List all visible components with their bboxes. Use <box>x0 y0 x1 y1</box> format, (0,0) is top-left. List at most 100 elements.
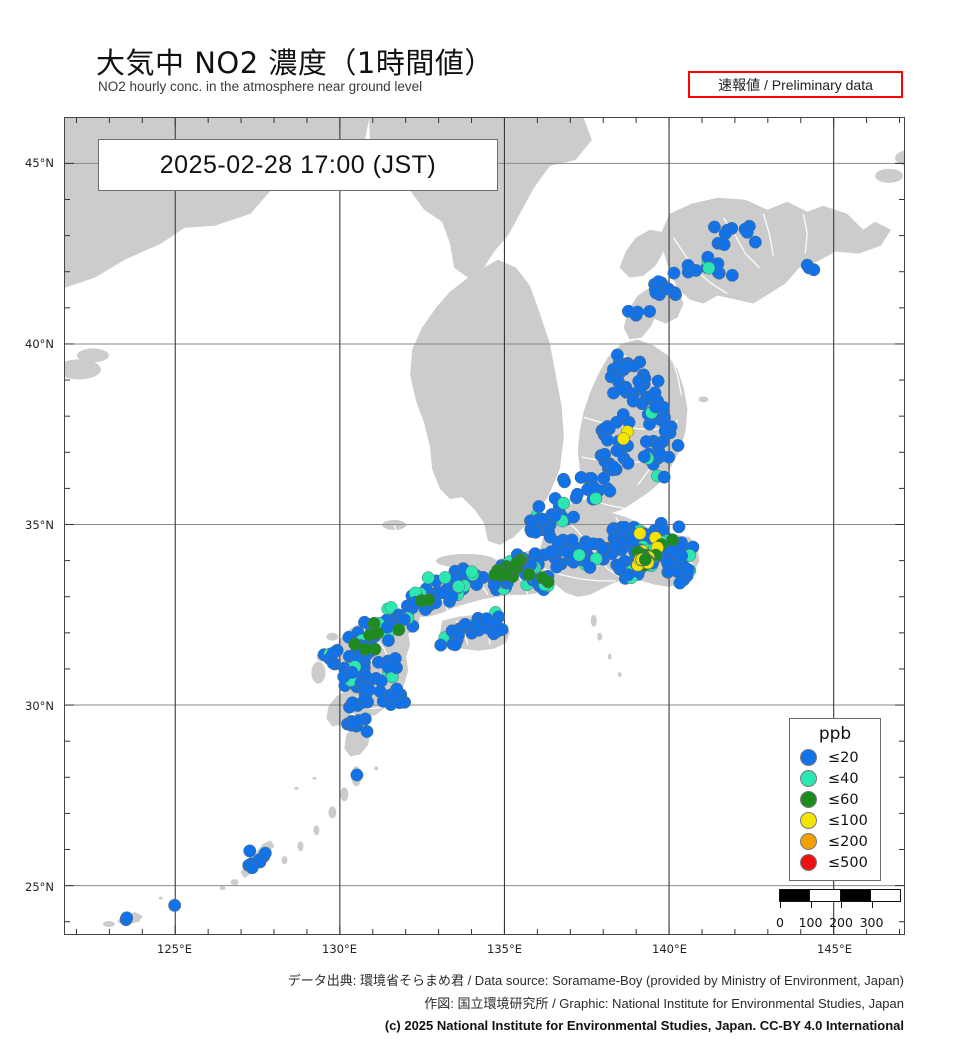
latitude-tick-label: 35°N <box>25 517 54 532</box>
legend-item: ≤500 <box>790 852 880 873</box>
station-point <box>653 447 667 461</box>
legend-item-label: ≤100 <box>828 812 868 829</box>
station-point <box>718 227 732 241</box>
station-point <box>596 541 609 555</box>
scale-bar-tick-label: 300 <box>859 915 884 930</box>
footer-copyright: (c) 2025 National Institute for Environm… <box>384 1018 904 1033</box>
station-point <box>350 768 364 782</box>
station-point <box>557 496 571 510</box>
station-point <box>632 374 646 388</box>
station-point <box>651 275 665 289</box>
legend-item: ≤20 <box>790 747 880 768</box>
timestamp-text: 2025-02-28 17:00 (JST) <box>159 150 437 179</box>
station-point <box>422 593 436 607</box>
footer-data-source: データ出典: 環境省そらまめ君 / Data source: Soramame-… <box>287 973 904 988</box>
station-point <box>671 439 685 452</box>
map-plot-area: 2025-02-28 17:00 (JST) ppb ≤20 ≤40 ≤60 ≤100… <box>64 117 905 935</box>
station-point <box>358 642 372 656</box>
station-point <box>601 420 615 434</box>
station-point <box>621 456 635 470</box>
scale-bar-tick-label: 200 <box>829 915 853 930</box>
scale-bar-labels: 0100200300km <box>776 915 901 931</box>
station-point <box>120 911 134 925</box>
scale-bar-segments <box>779 889 901 902</box>
station-point <box>392 623 406 637</box>
legend-color-swatch <box>800 812 817 829</box>
station-point <box>374 674 388 688</box>
station-point <box>551 535 565 549</box>
station-point <box>725 268 739 282</box>
station-point <box>597 471 611 485</box>
scale-bar-tick <box>871 902 873 908</box>
longitude-tick-label: 145°E <box>817 942 852 956</box>
station-point <box>348 637 362 651</box>
legend-color-swatch <box>800 770 817 787</box>
station-point <box>616 432 630 446</box>
station-point <box>381 634 395 647</box>
station-point <box>701 250 715 264</box>
station-point <box>651 374 665 388</box>
station-point <box>681 563 695 577</box>
legend-item-label: ≤20 <box>828 749 859 766</box>
station-point <box>671 565 685 579</box>
scale-bar-tick <box>780 902 781 908</box>
legend-items: ≤20 ≤40 ≤60 ≤100 ≤200 ≤500 <box>790 747 880 873</box>
station-point <box>581 483 594 496</box>
station-point <box>643 304 657 318</box>
station-point <box>345 665 359 679</box>
station-point <box>603 484 617 498</box>
station-point <box>639 435 653 449</box>
status-badge-label: 速報値 / Preliminary data <box>718 76 873 93</box>
station-point <box>371 626 385 640</box>
station-point <box>618 520 632 534</box>
station-point <box>490 624 504 638</box>
scale-bar-segment <box>810 890 841 901</box>
scale-bar: 0100200300km <box>776 889 901 931</box>
station-point <box>572 548 586 562</box>
station-point <box>245 861 259 875</box>
legend: ppb ≤20 ≤40 ≤60 ≤100 ≤200 ≤500 <box>789 718 881 881</box>
station-point <box>532 500 546 513</box>
legend-title: ppb <box>818 724 852 744</box>
latitude-tick-label: 30°N <box>25 698 54 713</box>
scale-bar-segment <box>780 890 811 901</box>
station-point <box>435 586 449 600</box>
station-point <box>168 898 182 912</box>
station-point <box>448 638 462 652</box>
legend-color-swatch <box>800 833 817 850</box>
station-point <box>708 220 721 234</box>
station-point <box>666 533 679 547</box>
latitude-tick-label: 25°N <box>25 879 54 894</box>
no2-station-points <box>119 219 821 927</box>
scale-bar-tick-label: 0 <box>776 915 784 930</box>
station-point <box>388 652 402 665</box>
legend-item-label: ≤200 <box>828 833 868 850</box>
station-point <box>608 540 622 554</box>
station-point <box>465 565 479 579</box>
station-point <box>362 683 376 697</box>
station-point <box>657 470 671 484</box>
scale-bar-segment <box>870 890 900 901</box>
station-point <box>560 545 574 559</box>
longitude-tick-label: 125°E <box>157 942 192 956</box>
station-point <box>488 568 502 582</box>
japan-no2-map <box>65 118 904 934</box>
station-point <box>347 716 360 730</box>
station-point <box>638 553 652 567</box>
longitude-tick-label: 135°E <box>487 942 522 956</box>
status-badge: 速報値 / Preliminary data <box>688 71 903 98</box>
page-subtitle: NO2 hourly conc. in the atmosphere near … <box>98 79 423 94</box>
legend-color-swatch <box>800 791 817 808</box>
latitude-tick-label: 40°N <box>25 336 54 351</box>
station-point <box>326 646 340 660</box>
station-point <box>610 348 624 362</box>
station-point <box>621 304 635 318</box>
station-point <box>390 682 404 696</box>
station-point <box>529 525 543 539</box>
scale-bar-tick <box>841 902 842 908</box>
station-point <box>360 725 374 738</box>
station-point <box>544 545 558 559</box>
frame-minor-ticks <box>65 118 904 934</box>
station-point <box>615 382 629 396</box>
station-point <box>567 510 581 524</box>
